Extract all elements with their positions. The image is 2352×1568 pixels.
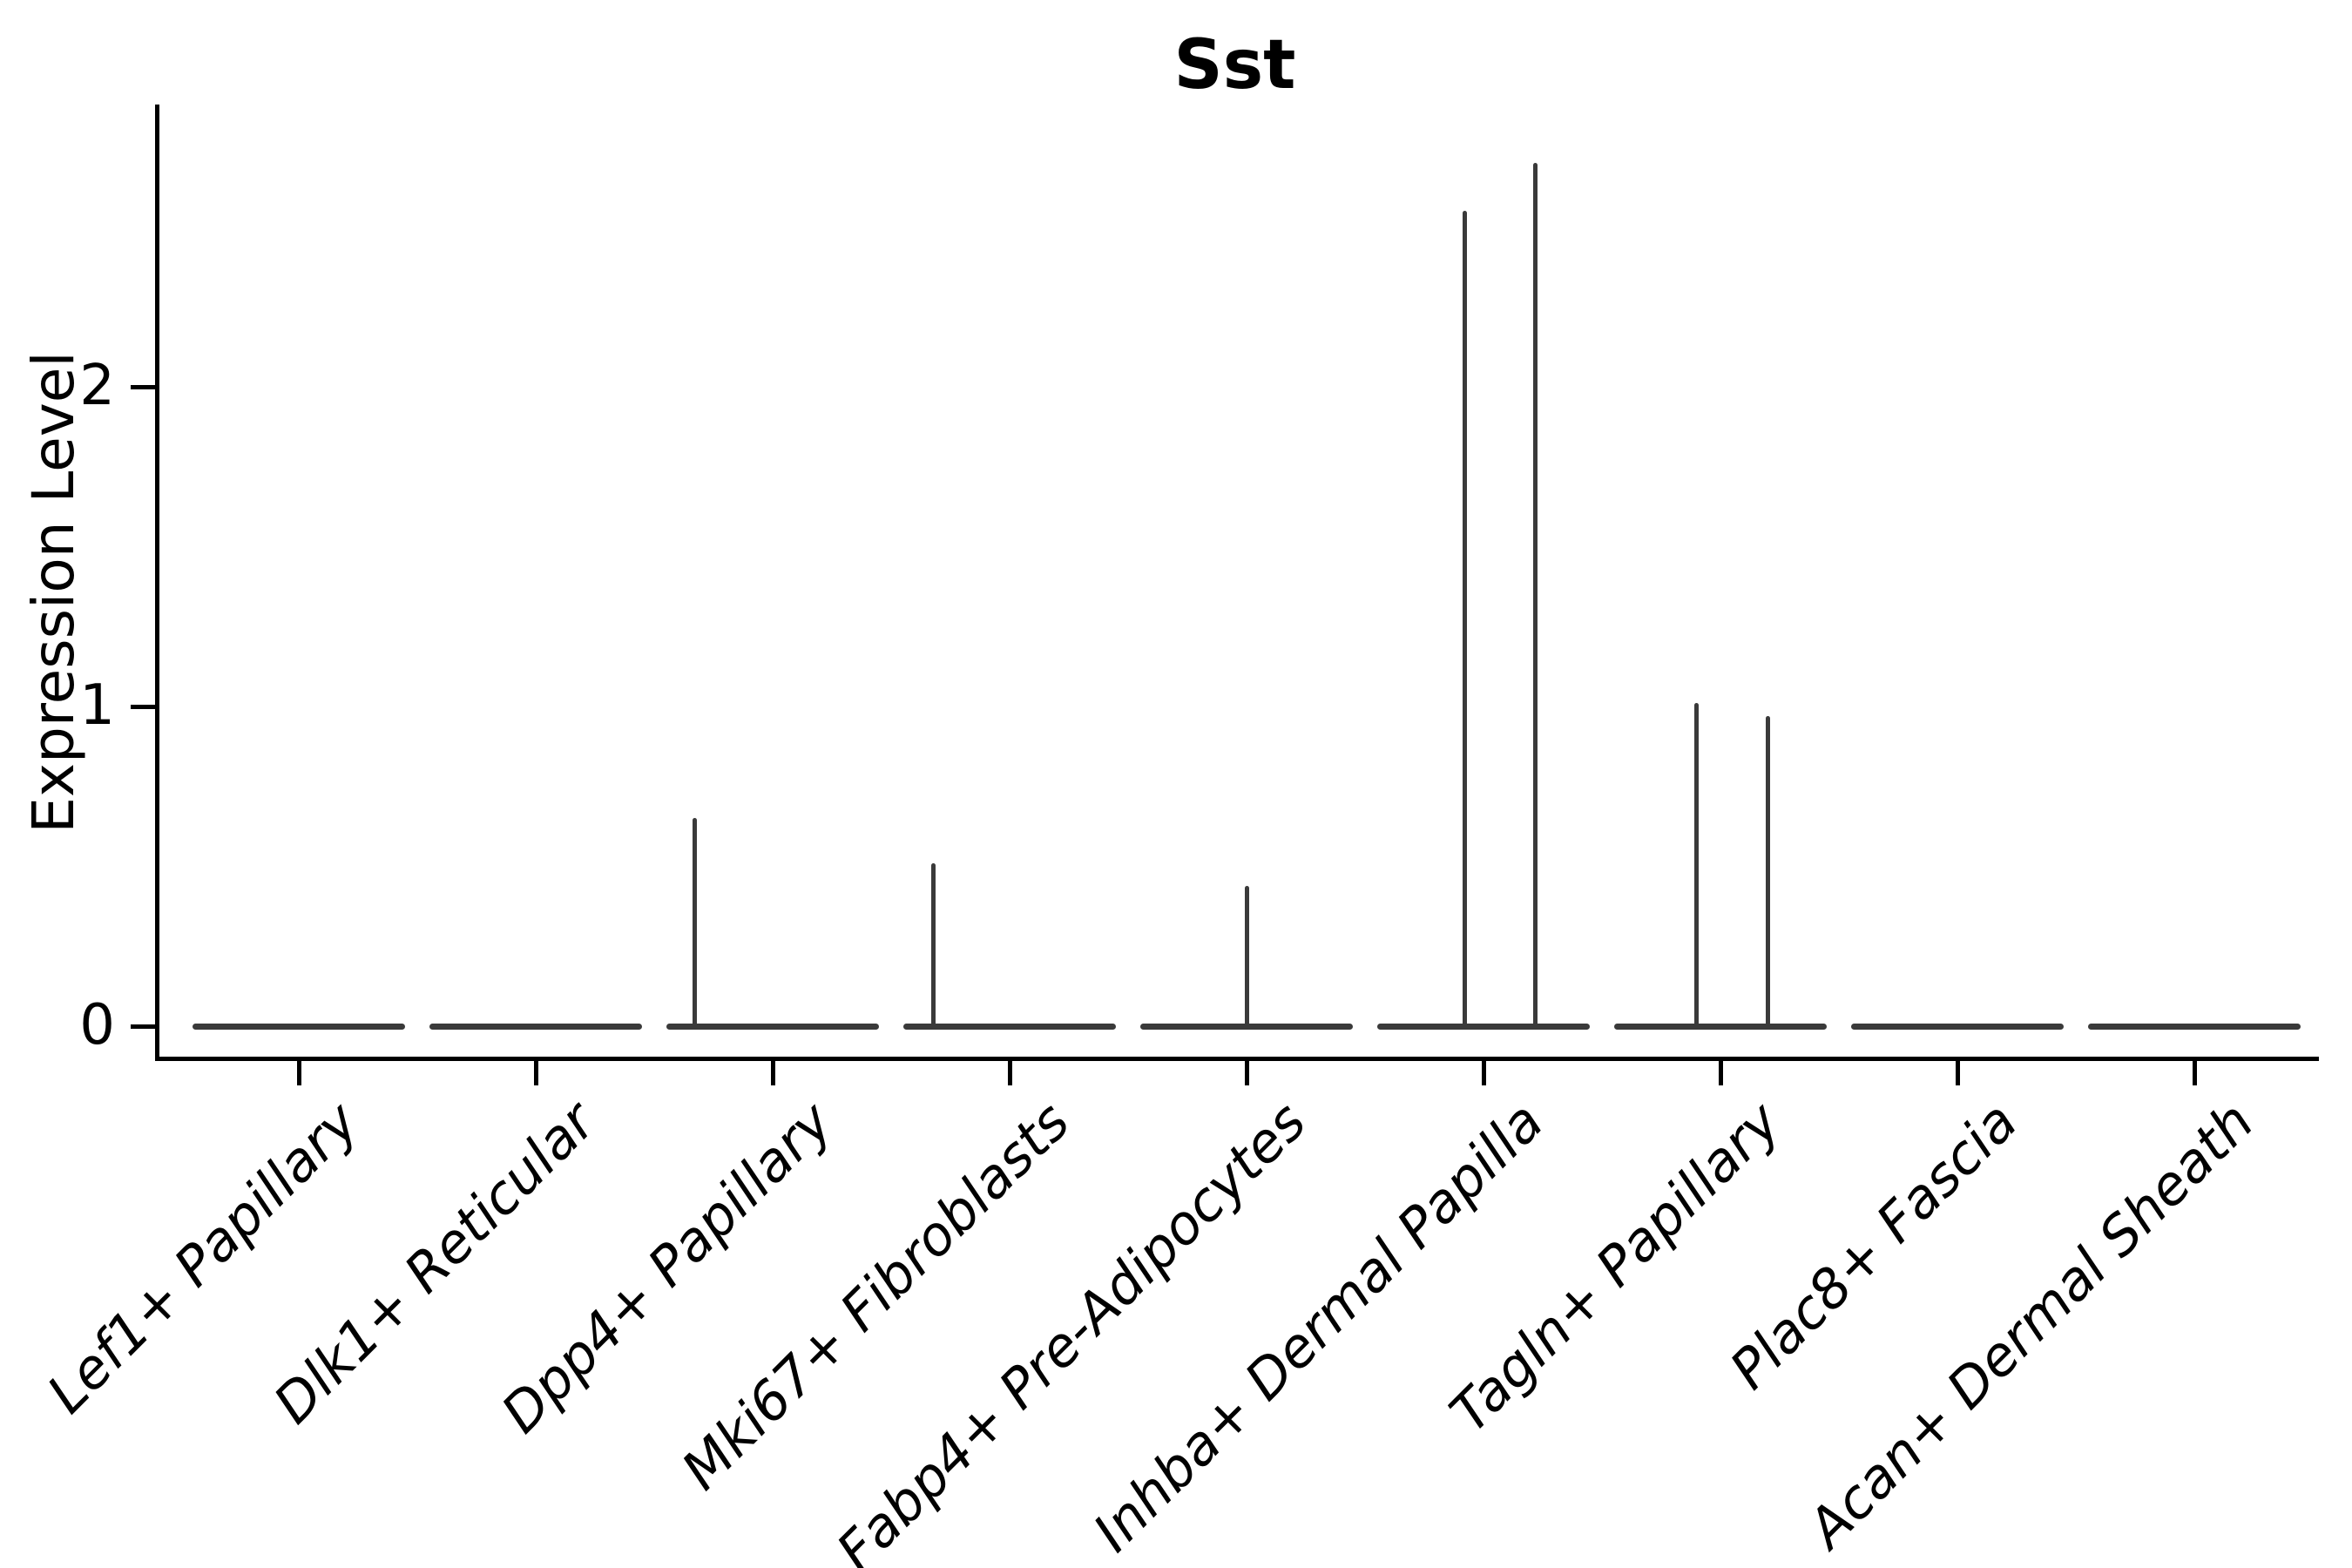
x-tick-mark [2192,1061,2197,1085]
violin-body [902,1023,1117,1030]
violin-body [192,1023,406,1030]
plot-area [155,105,2319,1061]
x-tick-mark [296,1061,301,1085]
x-tick-label: Fabp4+ Pre-Adipocytes [824,1089,1319,1568]
violin-spike [1462,211,1467,1026]
y-tick-label: 1 [79,673,115,738]
x-tick-mark [1955,1061,1960,1085]
violin-body [2087,1023,2301,1030]
violin-spike [931,862,936,1026]
violin-spike [692,818,697,1026]
x-tick-mark [770,1061,775,1085]
x-tick-mark [1007,1061,1012,1085]
y-tick-mark [131,704,155,709]
violin-body [1613,1023,1828,1030]
violin-spike [1533,163,1538,1026]
violin-body [1139,1023,1354,1030]
violin-body [1376,1023,1591,1030]
x-tick-mark [1481,1061,1486,1085]
violin-body [1850,1023,2065,1030]
y-tick-label: 2 [79,354,115,418]
violin-body [666,1023,880,1030]
violin-spike [1765,716,1770,1026]
x-tick-mark [533,1061,538,1085]
y-tick-mark [131,384,155,389]
chart-title: Sst [1173,26,1296,105]
x-tick-label: Inhba+ Dermal Papilla [1080,1089,1556,1565]
violin-body [429,1023,643,1030]
x-tick-mark [1244,1061,1249,1085]
y-tick-label: 0 [79,993,115,1058]
violin-spike [1694,703,1700,1026]
x-tick-mark [1718,1061,1723,1085]
y-tick-mark [131,1024,155,1029]
x-tick-label: Acan+ Dermal Sheath [1795,1089,2267,1560]
y-axis-label: Expression Level [20,351,87,834]
violin-spike [1244,885,1249,1026]
